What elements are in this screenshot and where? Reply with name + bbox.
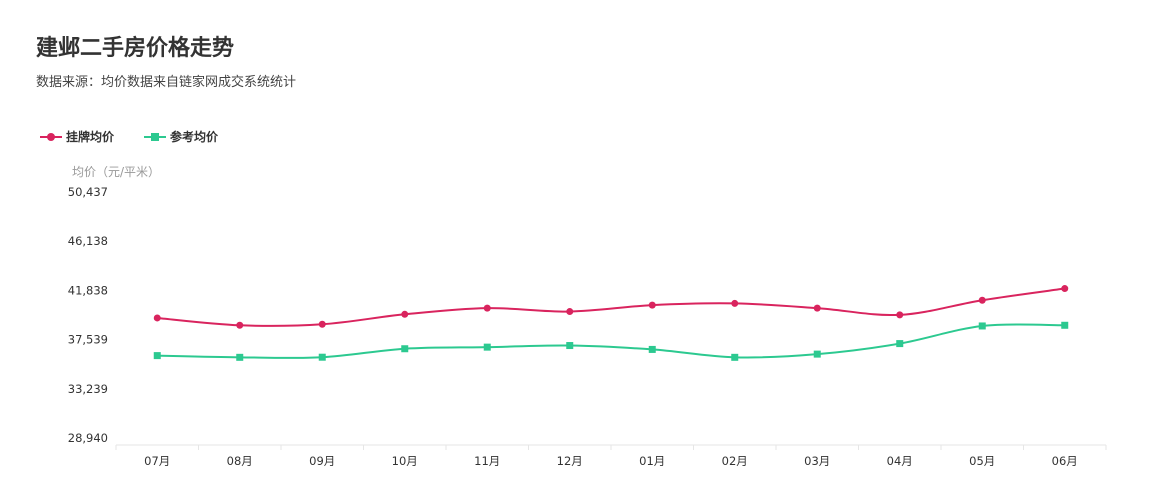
x-tick-label: 08月 [227,454,253,468]
y-tick-label: 41,838 [68,283,108,297]
legend-item-reference-price[interactable]: 参考均价 [144,128,218,145]
series-1-point [731,353,739,361]
x-tick-label: 04月 [887,454,913,468]
series-1-point [1061,321,1069,329]
x-tick-label: 06月 [1052,454,1078,468]
series-1-point [978,322,986,330]
x-tick-label: 01月 [639,454,665,468]
series-line-1 [157,323,1065,359]
series-0-point [236,321,244,329]
series-0-point [648,301,656,309]
x-tick-label: 07月 [144,454,170,468]
legend-item-listing-price[interactable]: 挂牌均价 [40,128,114,145]
y-tick-label: 33,239 [68,382,108,396]
series-0-point [896,311,904,319]
series-1-point [566,342,574,350]
series-1-point [813,350,821,358]
x-tick-label: 03月 [804,454,830,468]
x-tick-label: 02月 [722,454,748,468]
series-1-point [318,353,326,361]
series-0-point [153,314,161,322]
chart-legend: 挂牌均价 参考均价 [40,128,248,145]
y-tick-label: 50,437 [68,185,108,199]
y-tick-label: 46,138 [68,234,108,248]
series-1-point [153,352,161,360]
chart-title: 建邺二手房价格走势 [36,36,235,61]
x-tick-label: 09月 [309,454,335,468]
legend-label-reference-price: 参考均价 [170,130,219,144]
series-1-point [896,340,904,348]
legend-marker-square [144,132,167,141]
legend-label-listing-price: 挂牌均价 [66,130,115,144]
chart-subtitle: 数据来源：均价数据来自链家网成交系统统计 [36,75,297,90]
y-axis-unit-label: 均价（元/平米） [72,165,161,179]
x-tick-label: 11月 [474,454,500,468]
series-0-point [318,320,326,328]
y-tick-label: 28,940 [68,431,108,445]
series-0-point [978,296,986,304]
series-1-point [401,345,409,353]
series-1-point [236,353,244,361]
series-0-point [483,304,491,312]
series-0-point [813,304,821,312]
series-0-point [401,310,409,318]
series-0-point [1061,285,1069,293]
x-tick-label: 10月 [392,454,418,468]
series-1-point [648,345,656,353]
x-tick-label: 05月 [969,454,995,468]
series-line-0 [157,287,1065,327]
legend-marker-circle [40,132,62,141]
y-tick-label: 37,539 [68,333,108,347]
x-tick-label: 12月 [557,454,583,468]
series-0-point [731,299,739,307]
series-0-point [566,308,574,316]
series-1-point [483,343,491,351]
